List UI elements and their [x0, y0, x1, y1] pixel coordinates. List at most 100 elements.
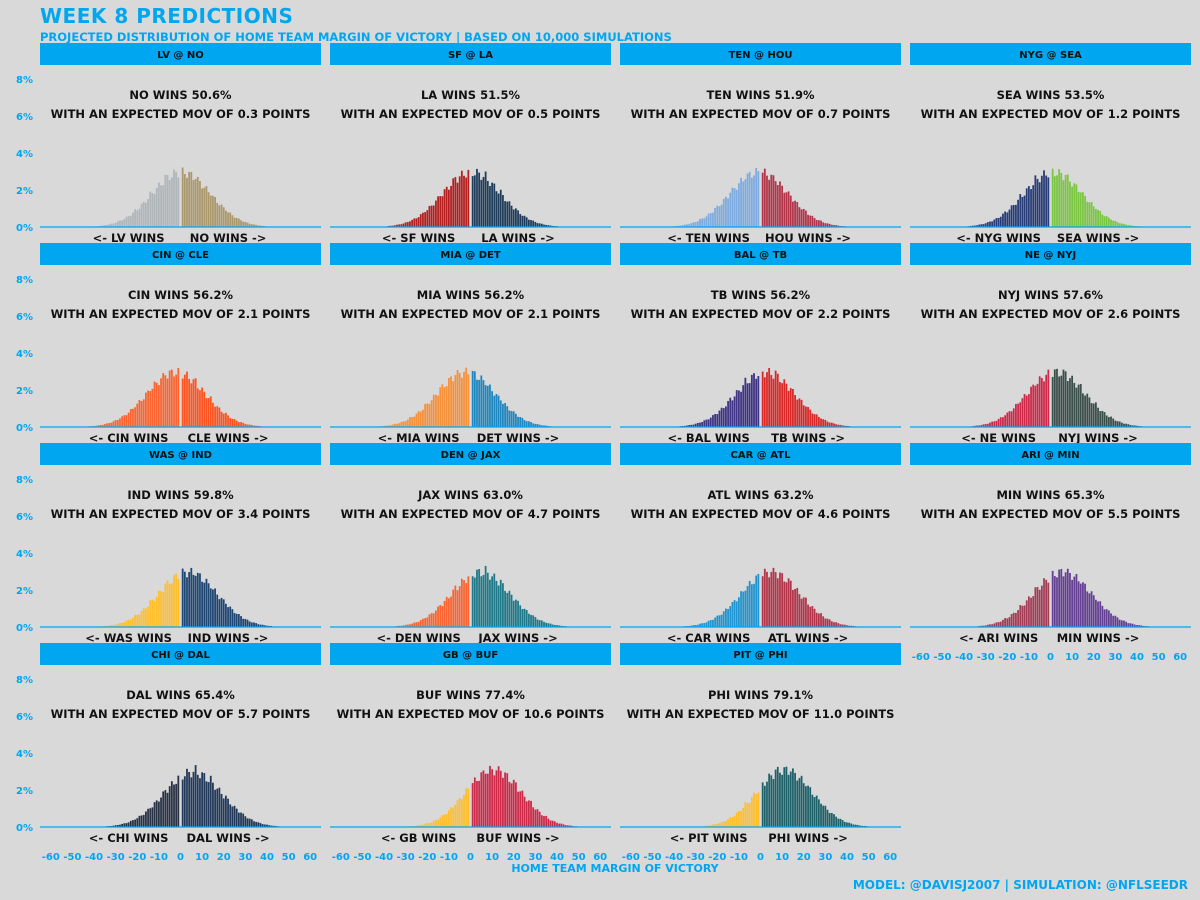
histogram-bar: [439, 196, 442, 227]
histogram-bar: [151, 599, 154, 627]
histogram-bar: [404, 222, 407, 227]
histogram-bar: [201, 772, 204, 827]
histogram-bar: [121, 416, 124, 427]
histogram-bar: [486, 385, 489, 427]
histogram-bar: [134, 614, 137, 627]
histogram-bar: [1040, 175, 1043, 227]
histogram-bar: [441, 605, 444, 627]
histogram-bar: [714, 617, 717, 627]
histogram-bar: [692, 625, 695, 627]
histogram-bar: [458, 372, 461, 427]
histogram-bar: [783, 581, 786, 627]
histogram-bar: [740, 591, 742, 627]
histogram-bar: [1129, 623, 1132, 627]
histogram-bar: [166, 174, 169, 227]
panel-win-pct: MIA wins 56.2%: [417, 288, 525, 302]
histogram-bar: [181, 779, 184, 827]
histogram-bar: [432, 394, 435, 427]
histogram-bar: [733, 600, 736, 627]
histogram-bar: [168, 786, 171, 827]
y-tick-label: 8%: [16, 75, 33, 86]
x-tick-label: 40: [550, 852, 564, 863]
histogram-bar: [491, 769, 494, 827]
histogram-bar: [413, 622, 416, 627]
histogram-bar: [237, 812, 240, 827]
away-wins-label: <- DEN wins: [376, 631, 460, 645]
histogram-bar: [1010, 205, 1013, 227]
histogram-bar: [1053, 369, 1056, 427]
histogram-bar: [484, 773, 487, 827]
histogram-bar: [750, 797, 753, 827]
histogram-bar: [776, 766, 779, 827]
histogram-bar: [266, 824, 268, 827]
histogram-bar: [1077, 191, 1080, 227]
histogram-bar: [538, 620, 541, 627]
x-tick-label: 60: [593, 852, 607, 863]
histogram-bar: [770, 571, 773, 627]
histogram-bar: [1103, 412, 1106, 427]
histogram-bar: [1133, 624, 1136, 627]
histogram-bar: [244, 423, 247, 427]
histogram-bar: [1133, 425, 1136, 427]
histogram-bar: [129, 820, 132, 827]
histogram-bar: [543, 621, 545, 627]
histogram-bar: [766, 372, 768, 427]
histogram-bar: [1064, 371, 1067, 427]
histogram-bar: [824, 618, 827, 627]
histogram-bar: [426, 210, 429, 227]
histogram-bar: [804, 786, 807, 827]
histogram-bar: [419, 825, 422, 827]
histogram-bar: [753, 373, 755, 427]
histogram-bar: [212, 195, 214, 227]
histogram-bar: [772, 175, 775, 227]
histogram-bar: [807, 785, 809, 827]
histogram-bar: [815, 612, 818, 627]
histogram-bar: [415, 413, 418, 427]
histogram-bar: [549, 225, 552, 227]
histogram-bar: [774, 181, 777, 227]
histogram-bar: [207, 583, 210, 627]
histogram-bar: [976, 425, 978, 427]
histogram-bar: [841, 425, 844, 427]
histogram-bar: [1066, 568, 1069, 627]
histogram-bar: [402, 223, 405, 227]
histogram-bar: [690, 223, 693, 227]
panel-win-pct: ATL wins 63.2%: [708, 488, 814, 502]
histogram-bar: [779, 572, 781, 627]
histogram-bar: [101, 225, 104, 227]
histogram-bar: [272, 825, 275, 827]
histogram-bar: [237, 218, 240, 227]
histogram-bar: [489, 765, 491, 827]
histogram-bar: [1092, 206, 1095, 227]
histogram-bar: [997, 622, 1000, 627]
panel-expected-mov: with an expected MOV of 2.1 points: [51, 307, 311, 321]
histogram-bar: [250, 224, 253, 227]
histogram-bar: [1045, 374, 1048, 427]
histogram-bar: [194, 765, 197, 827]
histogram-bar: [750, 177, 753, 227]
histogram-bar: [813, 414, 816, 427]
histogram-bar: [231, 418, 234, 427]
histogram-bar: [712, 824, 714, 827]
histogram-bar: [822, 616, 825, 627]
histogram-bar: [432, 205, 435, 227]
histogram-bar: [1084, 583, 1086, 627]
histogram-bar: [259, 823, 262, 827]
histogram-bar: [216, 202, 219, 227]
histogram-bar: [514, 599, 517, 627]
histogram-bar: [1136, 625, 1138, 627]
histogram-bar: [1105, 609, 1108, 627]
histogram-bar: [441, 384, 444, 427]
histogram-bar: [517, 791, 519, 827]
histogram-bar: [224, 412, 227, 427]
histogram-bar: [140, 203, 143, 227]
home-wins-label: JAX wins ->: [477, 631, 557, 645]
x-tick-label: 20: [217, 852, 231, 863]
histogram-bar: [701, 623, 704, 627]
histogram-bar: [250, 425, 253, 427]
histogram-bar: [980, 625, 983, 627]
histogram-bar: [132, 820, 134, 827]
histogram-bar: [151, 388, 154, 427]
x-tick-label: 30: [238, 852, 252, 863]
histogram-bar: [1086, 591, 1089, 627]
